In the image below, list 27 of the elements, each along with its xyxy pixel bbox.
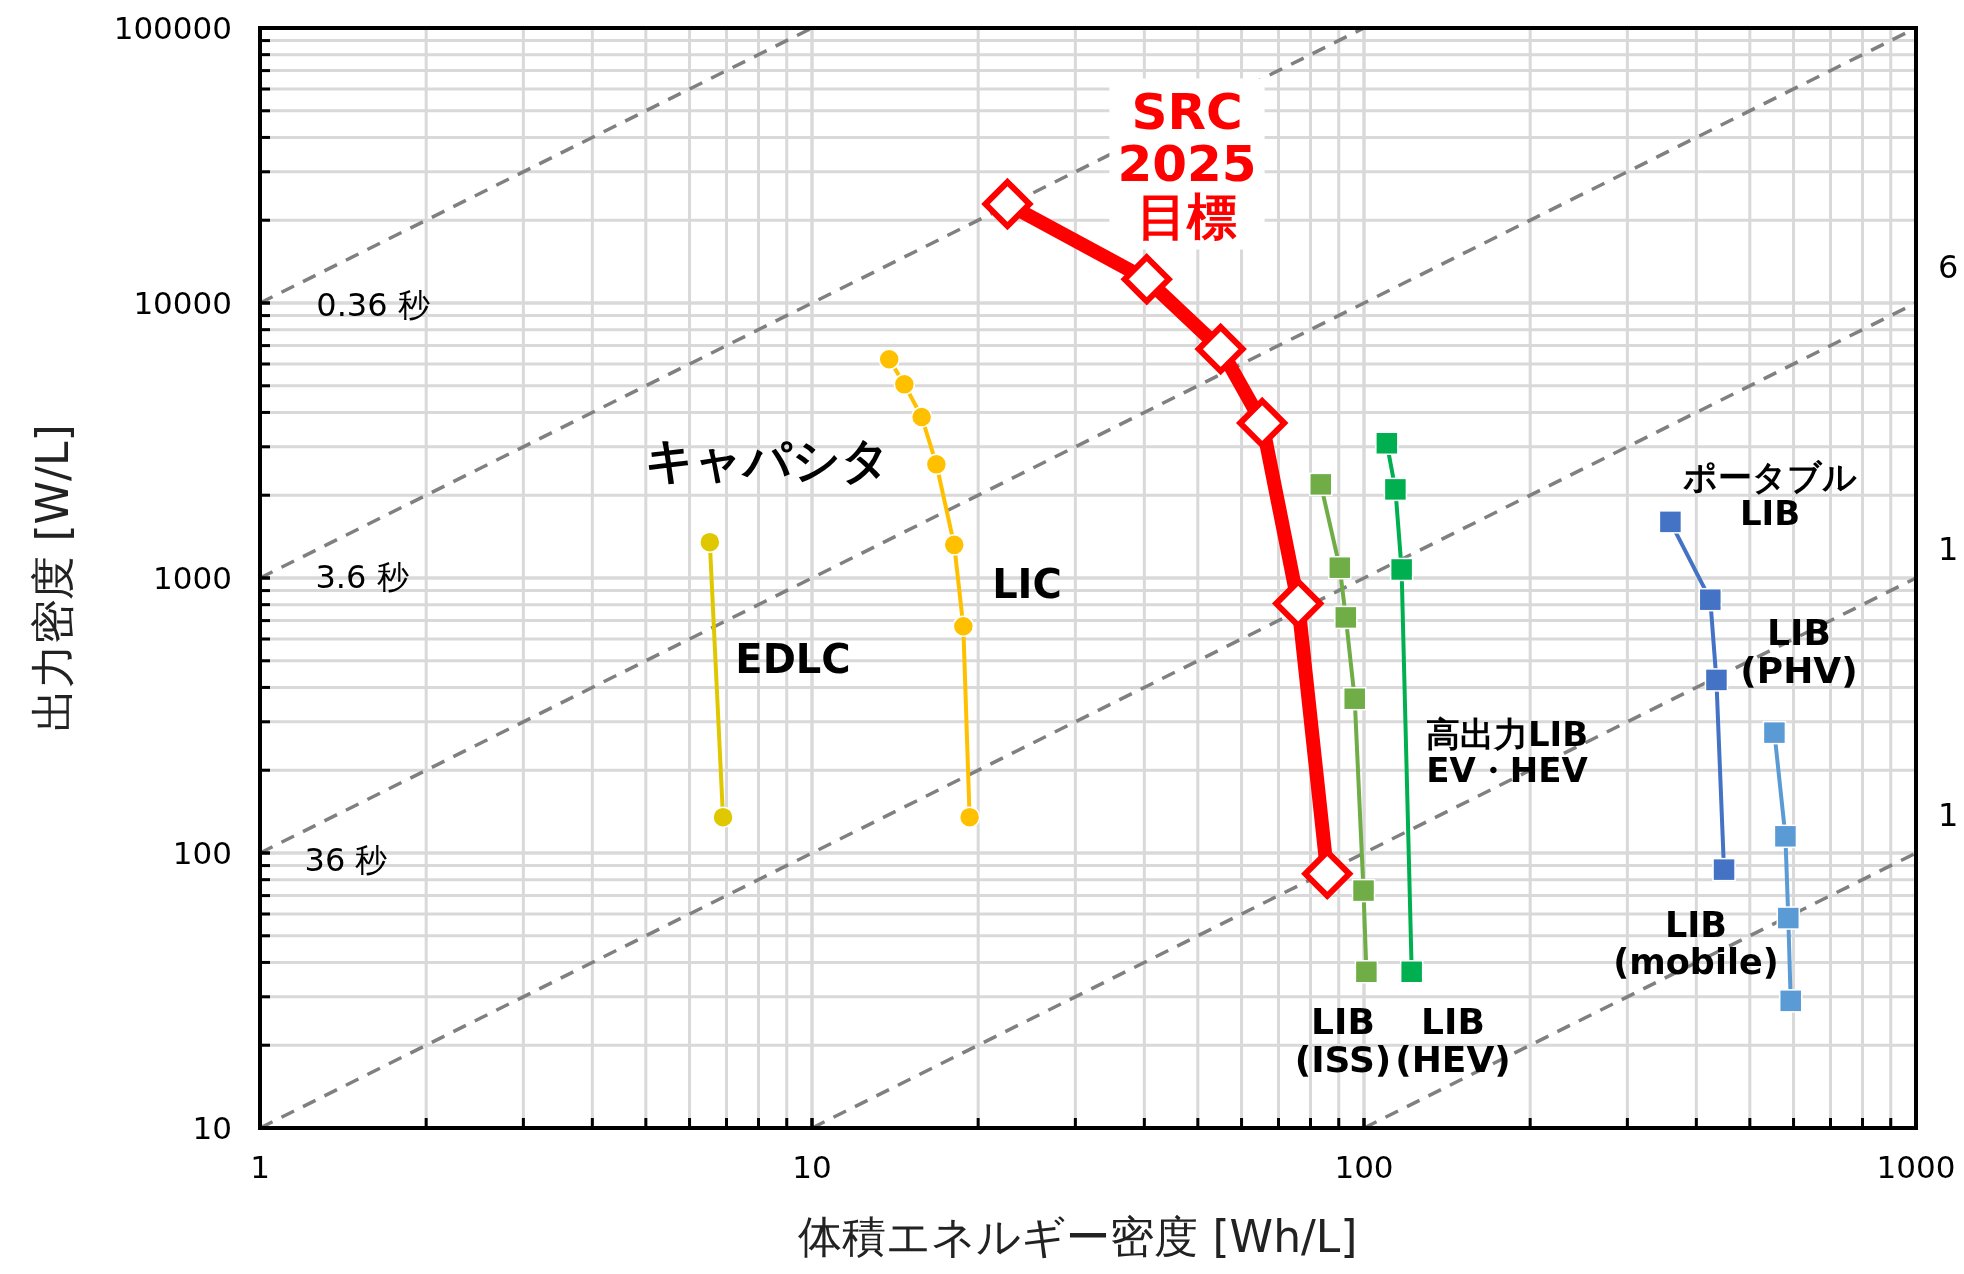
x-axis-title: 体積エネルギー密度 [Wh/L]: [798, 1211, 1358, 1262]
annotation: 1: [1938, 795, 1959, 834]
x-tick-label: 100: [1334, 1149, 1394, 1185]
annotation: 0.36 秒: [316, 285, 430, 324]
annotation: EDLC: [735, 636, 851, 683]
annotation: 6: [1938, 247, 1959, 286]
annotation: LIB (mobile): [1613, 905, 1779, 982]
x-tick-label: 10: [792, 1149, 832, 1185]
annotation: 1: [1938, 529, 1959, 568]
x-tick-label: 1000: [1876, 1149, 1956, 1185]
annotation: SRC 2025 目標: [1109, 78, 1265, 250]
annotation: LIB (HEV): [1395, 1001, 1511, 1080]
y-tick-label: 1000: [153, 560, 232, 596]
y-tick-label: 10000: [133, 285, 232, 321]
annotation: 36 秒: [304, 840, 388, 879]
annotation: 高出力LIB EV・HEV: [1425, 714, 1589, 791]
x-tick-label: 1: [250, 1149, 270, 1185]
annotation: LIC: [992, 561, 1062, 608]
y-axis-title: 出力密度 [W/L]: [27, 424, 78, 732]
annotation: キャパシタ: [644, 432, 890, 489]
annotation: LIB (PHV): [1740, 612, 1858, 691]
y-tick-label: 10: [192, 1110, 232, 1146]
y-tick-label: 100000: [113, 10, 232, 46]
annotation: 3.6 秒: [315, 557, 409, 596]
annotation: ポータブル LIB: [1683, 457, 1857, 534]
y-tick-label: 100: [172, 835, 232, 871]
annotation: LIB (ISS): [1294, 1001, 1392, 1080]
